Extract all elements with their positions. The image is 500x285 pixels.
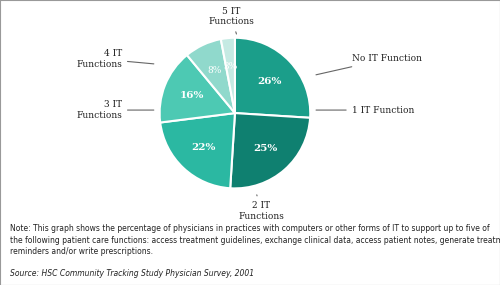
Text: Source: HSC Community Tracking Study Physician Survey, 2001: Source: HSC Community Tracking Study Phy… xyxy=(10,269,254,278)
Text: 8%: 8% xyxy=(208,66,222,75)
Wedge shape xyxy=(160,55,235,123)
Text: 22%: 22% xyxy=(191,142,215,152)
Text: 26%: 26% xyxy=(257,77,281,86)
Text: 3 IT
Functions: 3 IT Functions xyxy=(76,100,154,120)
Text: 5 IT
Functions: 5 IT Functions xyxy=(208,7,254,34)
Text: 25%: 25% xyxy=(254,144,278,152)
Text: No IT Function: No IT Function xyxy=(316,54,422,75)
Wedge shape xyxy=(221,38,235,113)
Wedge shape xyxy=(187,39,235,113)
Wedge shape xyxy=(160,113,235,188)
Text: 1 IT Function: 1 IT Function xyxy=(316,105,414,115)
Text: 3%: 3% xyxy=(224,62,237,71)
Wedge shape xyxy=(235,38,310,118)
Text: 2 IT
Functions: 2 IT Functions xyxy=(238,195,284,221)
Text: Note: This graph shows the percentage of physicians in practices with computers : Note: This graph shows the percentage of… xyxy=(10,224,500,256)
Text: 16%: 16% xyxy=(180,91,204,100)
Text: 4 IT
Functions: 4 IT Functions xyxy=(76,49,154,69)
Wedge shape xyxy=(230,113,310,188)
